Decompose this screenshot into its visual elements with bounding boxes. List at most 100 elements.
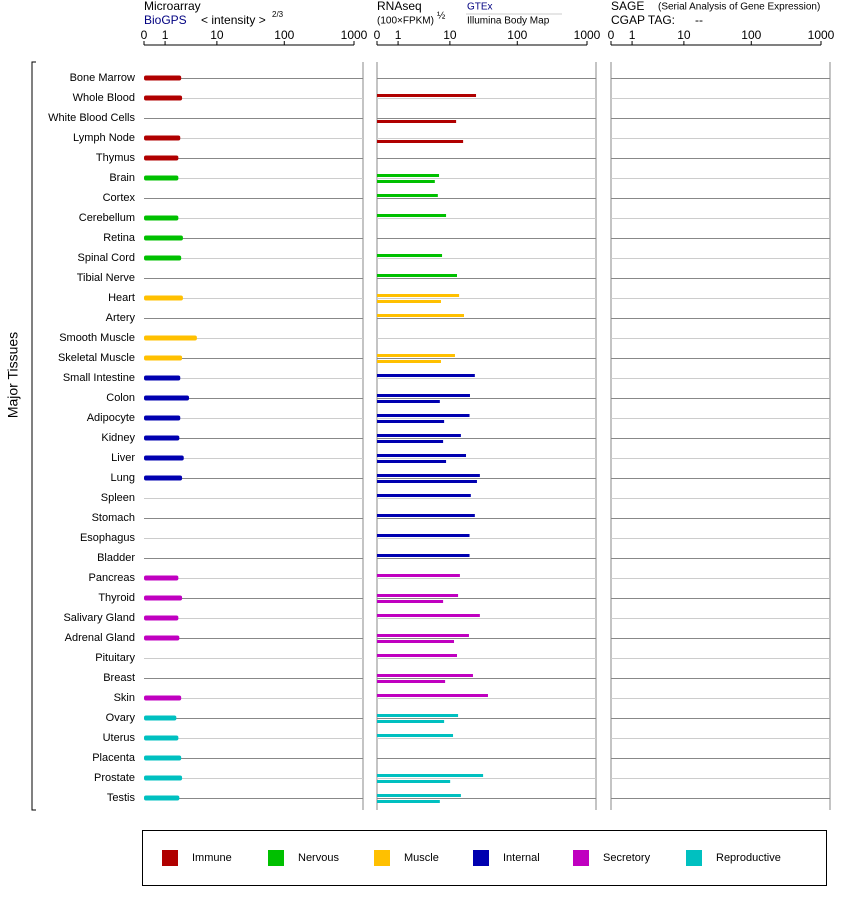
microarray-scale: < intensity > (201, 13, 266, 27)
bar (377, 314, 465, 317)
tissue-label: Ovary (106, 712, 136, 724)
bar (377, 640, 455, 643)
bar (377, 574, 460, 577)
bar (144, 335, 197, 341)
tissue-label: Artery (106, 312, 136, 324)
tissue-label: Colon (106, 392, 135, 404)
bar (377, 354, 455, 357)
bar (144, 635, 180, 641)
tissue-label: Bone Marrow (70, 72, 135, 84)
tissue-label: Testis (107, 792, 136, 804)
x-tick-label: 0 (608, 28, 615, 42)
bar (377, 414, 470, 417)
legend-label: Immune (192, 852, 232, 864)
bar (377, 794, 461, 797)
bar (377, 460, 447, 463)
bar (144, 615, 179, 621)
tissue-label: Skeletal Muscle (58, 352, 135, 364)
tissue-label: Adrenal Gland (65, 632, 135, 644)
bar (144, 575, 179, 581)
x-tick-label: 100 (507, 28, 527, 42)
bar (377, 394, 470, 397)
x-tick-label: 1000 (808, 28, 835, 42)
bar (144, 415, 181, 421)
tissue-label: Pituitary (95, 652, 135, 664)
sage-subtitle: (Serial Analysis of Gene Expression) (658, 2, 820, 13)
bar (377, 480, 477, 483)
x-tick-label: 0 (141, 28, 148, 42)
x-tick-label: 0 (374, 28, 381, 42)
bracket (31, 61, 36, 811)
microarray-exponent: 2/3 (272, 10, 284, 19)
bar (377, 194, 438, 197)
bar (377, 654, 457, 657)
bar (377, 254, 443, 257)
bar (144, 775, 183, 781)
bar (144, 355, 183, 361)
rnaseq-title: RNAseq (377, 0, 422, 13)
legend-label: Muscle (404, 852, 439, 864)
bar (144, 715, 177, 721)
bar (377, 774, 484, 777)
bar (377, 180, 435, 183)
x-tick-label: 1000 (574, 28, 601, 42)
legend-swatch (686, 850, 702, 866)
legend-swatch (374, 850, 390, 866)
bar (377, 534, 470, 537)
tissue-label: Stomach (92, 512, 135, 524)
tissue-label: Brain (109, 172, 135, 184)
tissue-label: Thymus (96, 152, 136, 164)
bar (144, 215, 179, 221)
bar (377, 714, 459, 717)
bar (377, 694, 488, 697)
tissue-label: Liver (111, 452, 135, 464)
bar (377, 274, 457, 277)
tissue-label: Lung (111, 472, 135, 484)
microarray-source: BioGPS (144, 13, 187, 27)
bar (377, 780, 451, 783)
x-tick-label: 1000 (341, 28, 368, 42)
bar (377, 514, 475, 517)
tissue-label: Bladder (97, 552, 135, 564)
tissue-label: Smooth Muscle (59, 332, 135, 344)
legend-label: Nervous (298, 852, 339, 864)
bar (144, 435, 180, 441)
tissue-label: Adipocyte (87, 412, 135, 424)
bar (144, 75, 182, 81)
bar (377, 300, 441, 303)
tissue-label: Cortex (103, 192, 136, 204)
legend-label: Reproductive (716, 852, 781, 864)
bar (377, 294, 460, 297)
bar (144, 255, 182, 261)
bar (144, 135, 181, 141)
tissue-label: Skin (114, 692, 135, 704)
bar (144, 795, 180, 801)
legend-swatch (573, 850, 589, 866)
bar (144, 455, 184, 461)
tissue-label: Prostate (94, 772, 135, 784)
bar (377, 454, 467, 457)
rnaseq-scale: (100×FPKM) (377, 16, 434, 27)
tissue-label: White Blood Cells (48, 112, 135, 124)
bar (144, 175, 179, 181)
tissue-label: Lymph Node (73, 132, 135, 144)
bar (144, 595, 183, 601)
legend-swatch (162, 850, 178, 866)
bar (144, 755, 182, 761)
tissue-label: Heart (108, 292, 135, 304)
bar (377, 614, 480, 617)
tissue-label: Spleen (101, 492, 135, 504)
bar (377, 680, 446, 683)
legend-box (142, 830, 827, 886)
x-tick-label: 10 (210, 28, 224, 42)
bar (144, 155, 179, 161)
legend-label: Secretory (603, 852, 651, 864)
tissue-label: Pancreas (89, 572, 136, 584)
x-tick-label: 10 (443, 28, 457, 42)
bar (377, 720, 445, 723)
bar (377, 494, 471, 497)
bar (144, 475, 183, 481)
sage-title: SAGE (611, 0, 644, 13)
tissue-label: Whole Blood (73, 92, 135, 104)
